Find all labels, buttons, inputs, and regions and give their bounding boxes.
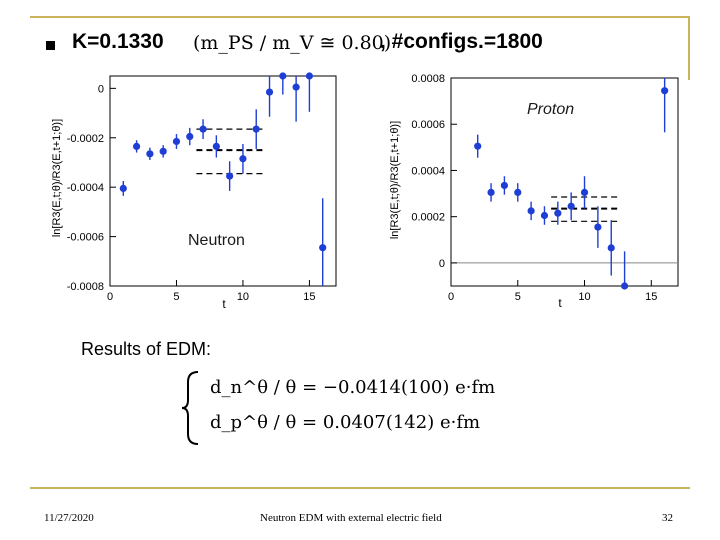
data-point xyxy=(212,142,220,151)
data-point xyxy=(500,181,509,190)
y-tick-label: -0.0002 xyxy=(67,133,104,145)
data-point xyxy=(540,211,549,220)
data-point xyxy=(620,282,629,290)
data-point xyxy=(580,188,589,196)
data-point xyxy=(252,125,260,133)
data-point xyxy=(279,72,287,80)
data-point xyxy=(146,150,154,158)
footer-date: 11/27/2020 xyxy=(44,512,94,524)
equation-proton-edm: d_p^θ / θ = 0.0407(142) e·fm xyxy=(210,412,481,433)
plot-frame xyxy=(450,77,679,287)
x-tick-label: 10 xyxy=(578,291,590,303)
y-tick-label: 0.0004 xyxy=(411,165,445,177)
y-tick-label: -0.0004 xyxy=(67,182,104,194)
data-point xyxy=(514,188,522,196)
data-point xyxy=(527,207,535,215)
data-point xyxy=(292,83,300,91)
frame-vertical-rule xyxy=(688,16,690,80)
y-tick-label: 0.0006 xyxy=(411,119,445,131)
data-point xyxy=(265,88,274,96)
data-point xyxy=(239,155,247,163)
x-tick-label: 0 xyxy=(107,291,113,303)
data-point xyxy=(661,87,669,95)
data-point xyxy=(132,142,141,151)
data-point xyxy=(199,125,207,133)
x-tick-label: 5 xyxy=(515,291,521,303)
slide-title-ratio: (m_PS / m_V ≅ 0.80) xyxy=(193,32,392,54)
footer-title: Neutron EDM with external electric field xyxy=(260,512,442,524)
data-point xyxy=(226,172,234,180)
x-tick-label: 15 xyxy=(303,291,315,303)
y-axis-label: ln[R3(E,t;θ)/R3(E,t+1;θ)] xyxy=(389,121,401,239)
x-tick-label: 15 xyxy=(645,291,657,303)
equation-neutron-edm: d_n^θ / θ = −0.0414(100) e·fm xyxy=(210,377,496,398)
data-point xyxy=(186,132,194,141)
plot-series-label: Neutron xyxy=(188,232,245,249)
data-point xyxy=(567,202,575,210)
curly-brace-icon xyxy=(181,371,199,445)
y-tick-label: -0.0006 xyxy=(67,232,104,244)
x-tick-label: 0 xyxy=(448,291,454,303)
y-tick-label: 0.0008 xyxy=(411,73,445,85)
data-point xyxy=(159,147,167,155)
slide-title-configs: , #configs.=1800 xyxy=(380,30,543,53)
data-point xyxy=(305,72,314,80)
y-tick-label: -0.0008 xyxy=(67,281,104,293)
data-point xyxy=(172,137,181,146)
frame-bottom-rule xyxy=(30,487,690,489)
x-tick-label: 5 xyxy=(173,291,179,303)
plot-series-label: Proton xyxy=(527,101,574,118)
plot-frame xyxy=(109,75,337,287)
y-tick-label: 0.0002 xyxy=(411,212,445,224)
data-point xyxy=(607,244,615,252)
data-point xyxy=(554,209,562,217)
x-axis-label: t xyxy=(222,297,226,311)
x-tick-label: 10 xyxy=(237,291,249,303)
data-point xyxy=(594,223,602,231)
data-point xyxy=(487,188,495,196)
data-point xyxy=(119,184,127,193)
y-axis-label: ln[R3(E,t;θ)/R3(E,t+1;θ)] xyxy=(51,119,63,237)
x-axis-label: t xyxy=(558,296,562,310)
data-point xyxy=(319,244,327,252)
proton-plot: 0 0.0002 0.0004 0.0006 0.0008 0 5 10 15 t ln[R3(E,… xyxy=(389,73,679,310)
data-point xyxy=(474,142,482,150)
footer-page-number: 32 xyxy=(662,512,673,524)
results-label: Results of EDM: xyxy=(81,339,212,359)
slide-title-k: K=0.1330 xyxy=(72,30,164,53)
y-tick-label: 0 xyxy=(98,83,104,95)
frame-top-rule xyxy=(30,16,690,18)
title-bullet xyxy=(46,41,55,50)
y-tick-label: 0 xyxy=(439,258,445,270)
